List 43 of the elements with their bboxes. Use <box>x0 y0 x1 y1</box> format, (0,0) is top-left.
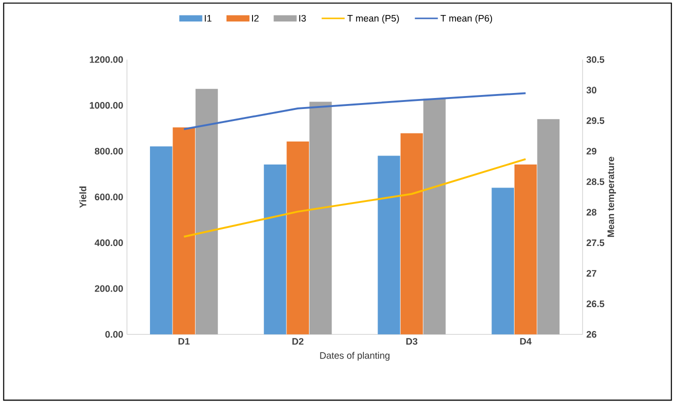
x-tick-label: D4 <box>520 338 532 344</box>
y2-tick-label: 27 <box>586 270 596 276</box>
y2-tick-label: 29 <box>586 148 596 154</box>
y2-axis-title: Mean temperature <box>608 156 616 237</box>
bar <box>492 188 514 334</box>
y2-tick-label: 27.5 <box>586 239 604 246</box>
legend-label: T mean (P6) <box>440 14 492 24</box>
x-tick-label: D1 <box>178 338 190 344</box>
y-tick-label: 600.00 <box>94 193 123 200</box>
y-tick-label: 400.00 <box>94 239 123 246</box>
bar <box>172 127 196 334</box>
bar <box>150 146 172 334</box>
bar <box>286 141 309 334</box>
bar <box>514 164 537 334</box>
y-tick-label: 1000.00 <box>90 102 123 109</box>
bar <box>264 164 286 334</box>
y2-tick-label: 28 <box>586 208 596 216</box>
x-tick-label: D3 <box>406 338 418 345</box>
legend-label: I3 <box>299 14 306 22</box>
y-axis-title: Yield <box>79 186 86 208</box>
y-tick-label: 0.00 <box>105 330 123 338</box>
bar <box>423 98 446 334</box>
x-axis-title: Dates of planting <box>320 352 390 361</box>
y2-tick-label: 28.5 <box>586 178 604 185</box>
legend-label: T mean (P5) <box>347 14 399 24</box>
y2-tick-label: 30.5 <box>586 56 604 63</box>
y-tick-label: 800.00 <box>94 148 123 154</box>
legend-label: I1 <box>204 14 212 22</box>
line-series <box>182 158 527 238</box>
y2-tick-label: 29.5 <box>586 117 604 124</box>
bar <box>400 133 423 334</box>
bar <box>378 156 400 334</box>
x-tick-label: D2 <box>292 338 304 344</box>
bar <box>537 118 560 334</box>
y2-tick-label: 26 <box>586 330 596 338</box>
y-tick-label: 1200.00 <box>90 56 123 63</box>
y2-tick-label: 30 <box>586 86 596 94</box>
legend-label: I2 <box>252 14 259 22</box>
bar <box>196 88 218 334</box>
line-series <box>182 92 527 130</box>
bar <box>309 102 332 334</box>
y-tick-label: 200.00 <box>94 285 123 292</box>
y2-tick-label: 26.5 <box>586 300 604 308</box>
